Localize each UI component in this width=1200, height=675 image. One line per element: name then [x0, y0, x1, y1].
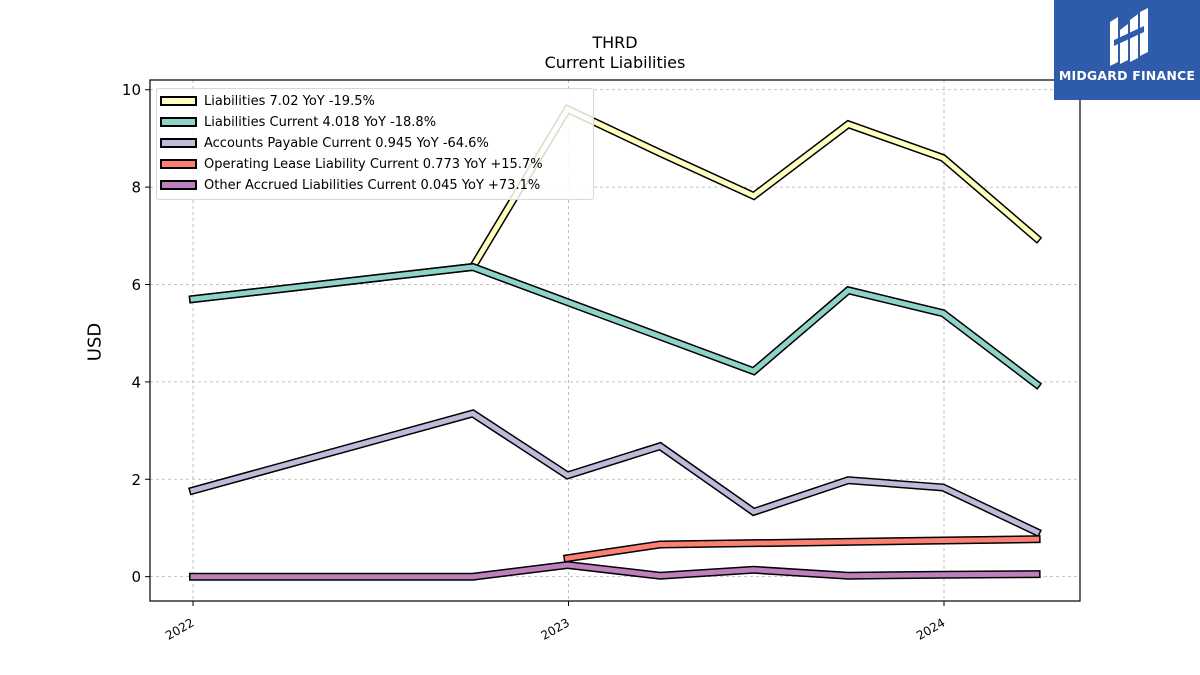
legend-entry: Operating Lease Liability Current 0.773 … [157, 154, 543, 174]
y-tick-label: 10 [122, 81, 141, 99]
series-line [190, 264, 1041, 388]
y-tick-label: 6 [131, 276, 141, 294]
y-tick-label: 4 [131, 373, 141, 391]
legend-label: Accounts Payable Current 0.945 YoY -64.6… [204, 135, 489, 151]
y-tick-label: 2 [131, 471, 141, 489]
series-accounts-payable-current [188, 409, 1042, 538]
y-tick-label: 0 [131, 568, 141, 586]
brand-name: MIDGARD FINANCE [1058, 68, 1196, 83]
plot-frame [149, 79, 1081, 602]
series-line-outline [188, 409, 1042, 538]
x-tick-label: 2023 [539, 615, 572, 642]
legend-swatch [160, 159, 197, 169]
chart-title: THRD [592, 33, 638, 52]
chart-legend: Liabilities 7.02 YoY -19.5% Liabilities C… [156, 88, 594, 200]
series-liabilities-current [188, 262, 1043, 390]
legend-entry: Other Accrued Liabilities Current 0.045 … [157, 175, 540, 195]
legend-label: Liabilities Current 4.018 YoY -18.8% [204, 114, 437, 130]
legend-entry: Liabilities 7.02 YoY -19.5% [157, 91, 375, 111]
series-line [564, 536, 1040, 562]
legend-swatch [160, 138, 197, 148]
legend-swatch [160, 117, 197, 127]
x-tick-label: 2022 [163, 615, 196, 642]
legend-label: Liabilities 7.02 YoY -19.5% [204, 93, 375, 109]
series-line [190, 562, 1040, 580]
series-operating-lease-liability-current [562, 535, 1041, 563]
series-lines [188, 104, 1043, 581]
legend-label: Operating Lease Liability Current 0.773 … [204, 156, 543, 172]
y-tick-label: 8 [131, 179, 141, 197]
x-tick-label: 2024 [914, 615, 947, 642]
brand-badge: MIDGARD FINANCE [1054, 0, 1200, 100]
legend-label: Other Accrued Liabilities Current 0.045 … [204, 177, 541, 193]
x-axis-ticks: 2022 2023 2024 [163, 601, 948, 643]
series-other-accrued-liabilities-current [189, 560, 1041, 581]
y-axis-ticks: 0 2 4 6 8 10 [122, 81, 150, 586]
legend-swatch [160, 96, 197, 106]
legend-entry: Liabilities Current 4.018 YoY -18.8% [157, 112, 436, 132]
series-line [189, 410, 1040, 536]
chart-subtitle: Current Liabilities [544, 53, 686, 72]
y-axis-label: USD [84, 322, 106, 362]
mf-monogram-icon [1110, 8, 1148, 66]
series-line [190, 105, 1041, 302]
legend-entry: Accounts Payable Current 0.945 YoY -64.6… [157, 133, 489, 153]
legend-swatch [160, 180, 197, 190]
